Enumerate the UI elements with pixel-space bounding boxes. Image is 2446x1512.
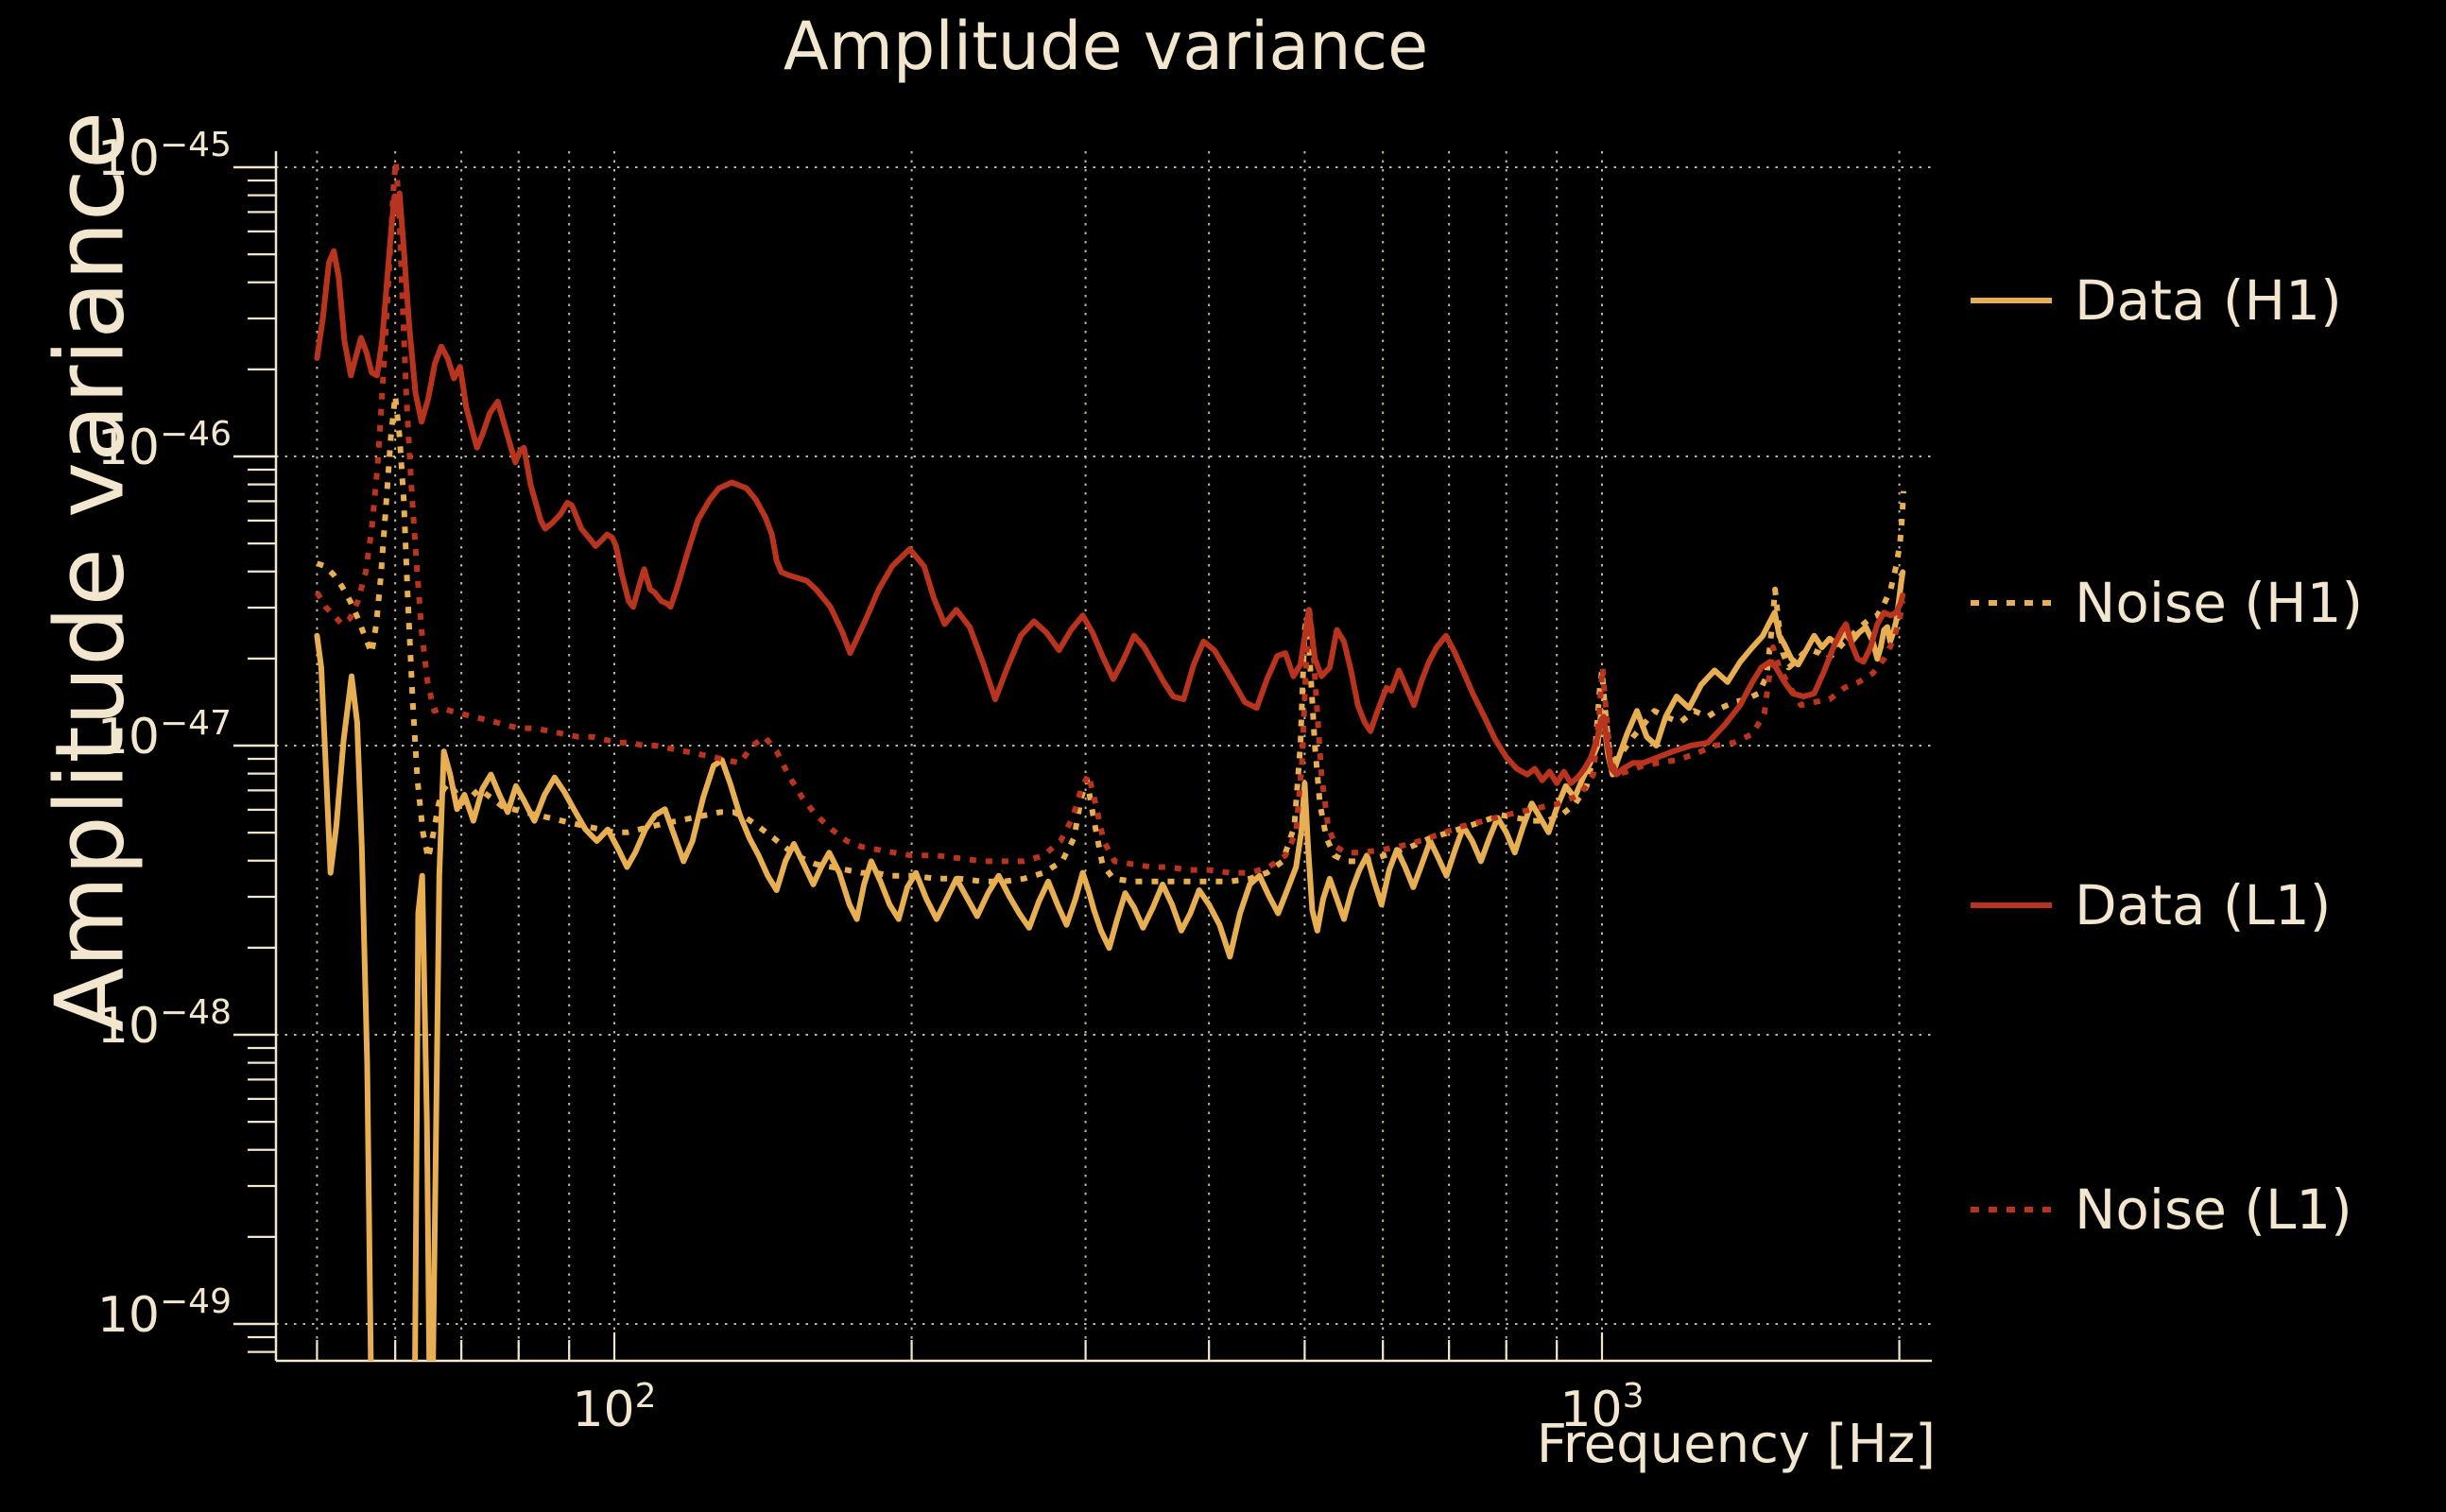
legend-label: Data (L1): [2075, 873, 2332, 937]
series-data-h1-: [314, 569, 1906, 1361]
x-tick-label-100: 102: [572, 1377, 657, 1438]
chart-title: Amplitude variance: [783, 8, 1429, 85]
legend-line-sample-noise-h1: [1971, 600, 2052, 606]
series-noise-l1-: [314, 158, 1906, 876]
legend-entry-data-h1: Data (H1): [1971, 263, 2342, 338]
y-tick-label-1e-47: 10−47: [96, 704, 232, 765]
legend-label: Noise (H1): [2075, 571, 2364, 635]
y-tick-label-1e-49: 10−49: [96, 1282, 232, 1344]
y-tick-label-1e-46: 10−46: [96, 415, 232, 476]
legend-line-sample-noise-l1: [1971, 1207, 2052, 1212]
legend-label: Data (H1): [2075, 268, 2342, 333]
y-axis-label: Amplitude variance: [34, 111, 146, 1033]
legend-label: Noise (L1): [2075, 1177, 2352, 1242]
legend-line-sample-data-h1: [1971, 298, 2052, 303]
legend-line-sample-data-l1: [1971, 902, 2052, 908]
legend-entry-noise-l1: Noise (L1): [1971, 1172, 2352, 1247]
x-axis-label: Frequency [Hz]: [1536, 1414, 1936, 1475]
series-data-l1-: [314, 190, 1906, 786]
legend-entry-noise-h1: Noise (H1): [1971, 565, 2363, 641]
legend: Data (H1) Noise (H1) Data (L1) Noise (L1…: [1971, 0, 2443, 1512]
y-tick-label-1e-48: 10−48: [96, 993, 232, 1055]
y-tick-label-1e-45: 10−45: [96, 126, 232, 187]
x-tick-label-1000: 103: [1559, 1377, 1645, 1438]
series-noise-h1-: [316, 392, 1907, 885]
legend-entry-data-l1: Data (L1): [1971, 868, 2331, 943]
